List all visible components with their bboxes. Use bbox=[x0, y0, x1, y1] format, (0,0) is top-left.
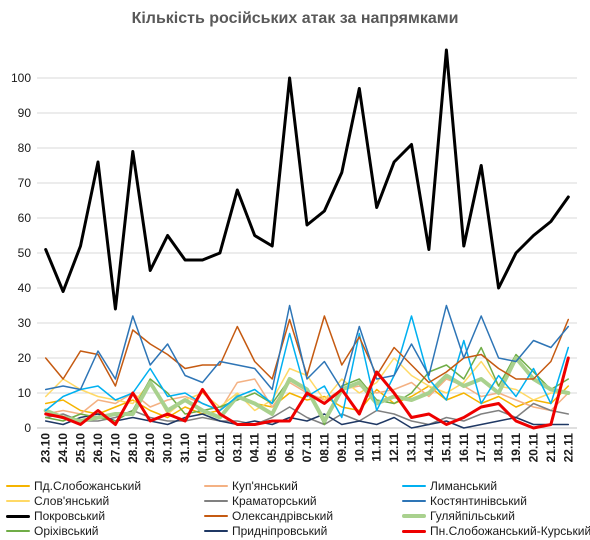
x-tick-label: 11.11 bbox=[370, 433, 384, 462]
y-tick-label: 0 bbox=[24, 421, 31, 435]
x-tick-label: 04.11 bbox=[248, 433, 262, 463]
x-tick-label: 05.11 bbox=[265, 433, 279, 463]
legend-swatch bbox=[402, 514, 426, 518]
x-tick-label: 26.10 bbox=[91, 433, 105, 463]
legend-swatch bbox=[402, 529, 426, 533]
y-tick-label: 70 bbox=[18, 176, 32, 190]
x-tick-label: 22.11 bbox=[561, 433, 575, 463]
legend-label: Пд.Слобожанський bbox=[34, 479, 142, 493]
legend-label: Слов'янський bbox=[34, 494, 110, 508]
x-tick-label: 20.11 bbox=[526, 433, 540, 463]
legend-item: Куп'янський bbox=[204, 478, 298, 494]
x-tick-label: 08.11 bbox=[317, 433, 331, 463]
legend-swatch bbox=[204, 530, 228, 532]
x-tick-label: 03.11 bbox=[230, 433, 244, 463]
legend-label: Олександрівський bbox=[232, 509, 334, 523]
legend-label: Оріхівський bbox=[34, 524, 99, 538]
legend-label: Костянтинівський bbox=[430, 494, 527, 508]
x-tick-label: 14.11 bbox=[422, 433, 436, 463]
y-tick-label: 60 bbox=[18, 211, 32, 225]
x-tick-label: 29.10 bbox=[143, 433, 157, 463]
legend-swatch bbox=[402, 485, 426, 487]
y-tick-label: 30 bbox=[18, 316, 32, 330]
legend-item: Костянтинівський bbox=[402, 493, 527, 509]
legend-swatch bbox=[6, 500, 30, 502]
legend-swatch bbox=[204, 500, 228, 502]
series-line-5 bbox=[44, 304, 570, 391]
x-tick-label: 13.11 bbox=[405, 433, 419, 463]
x-tick-label: 01.11 bbox=[195, 433, 209, 463]
legend-label: Лиманський bbox=[430, 479, 498, 493]
x-tick-label: 27.10 bbox=[108, 433, 122, 463]
legend-item: Лиманський bbox=[402, 478, 497, 494]
series-line-7 bbox=[44, 315, 570, 387]
x-axis-ticks: 23.10 24.10 25.10 26.10 27.10 28.10 29.10 30.10… bbox=[39, 433, 576, 463]
legend-swatch bbox=[204, 485, 228, 487]
legend-item: Олександрівський bbox=[204, 508, 333, 524]
legend-item: Краматорський bbox=[204, 493, 317, 509]
x-tick-label: 19.11 bbox=[509, 433, 523, 463]
x-tick-label: 16.11 bbox=[457, 433, 471, 463]
y-tick-label: 40 bbox=[18, 281, 32, 295]
legend-label: Краматорський bbox=[232, 494, 317, 508]
y-tick-label: 50 bbox=[18, 246, 32, 260]
y-tick-label: 10 bbox=[18, 386, 32, 400]
y-axis-ticks: 0 10 20 30 40 50 60 70 80 90 100 bbox=[11, 71, 31, 435]
legend-label: Куп'янський bbox=[232, 479, 298, 493]
x-tick-label: 07.11 bbox=[300, 433, 314, 463]
legend-label: Покровський bbox=[34, 509, 106, 523]
x-tick-label: 10.11 bbox=[352, 433, 366, 463]
series-line-10 bbox=[44, 413, 570, 429]
legend-swatch bbox=[6, 485, 30, 487]
legend-item: Слов'янський bbox=[6, 493, 109, 509]
series-line-8 bbox=[43, 356, 571, 423]
gridlines bbox=[37, 77, 577, 394]
x-tick-label: 28.10 bbox=[126, 433, 140, 463]
legend-label: Пн.Слобожанський-Курський bbox=[430, 524, 590, 538]
x-tick-label: 12.11 bbox=[387, 433, 401, 463]
x-tick-label: 24.10 bbox=[56, 433, 70, 463]
x-tick-label: 15.11 bbox=[439, 433, 453, 463]
legend-item: Пн.Слобожанський-Курський bbox=[402, 523, 590, 539]
series-line-6 bbox=[44, 48, 570, 311]
y-tick-label: 20 bbox=[18, 351, 32, 365]
x-tick-label: 18.11 bbox=[492, 433, 506, 463]
legend-swatch bbox=[6, 530, 30, 532]
legend-swatch bbox=[6, 514, 30, 518]
legend-label: Придніпровський bbox=[232, 524, 328, 538]
legend-item: Гуляйпільський bbox=[402, 508, 515, 524]
x-tick-label: 09.11 bbox=[335, 433, 349, 463]
series-lines bbox=[43, 48, 571, 430]
x-tick-label: 31.10 bbox=[178, 433, 192, 463]
x-tick-label: 21.11 bbox=[544, 433, 558, 463]
x-tick-label: 30.10 bbox=[161, 433, 175, 463]
legend-item: Оріхівський bbox=[6, 523, 99, 539]
x-tick-label: 25.10 bbox=[74, 433, 88, 463]
legend-swatch bbox=[204, 515, 228, 517]
legend-swatch bbox=[402, 500, 426, 502]
x-tick-label: 23.10 bbox=[39, 433, 53, 463]
series-line-11 bbox=[44, 356, 570, 430]
x-tick-label: 06.11 bbox=[283, 433, 297, 463]
y-tick-label: 90 bbox=[18, 106, 32, 120]
x-tick-label: 02.11 bbox=[213, 433, 227, 463]
y-tick-label: 80 bbox=[18, 141, 32, 155]
legend-item: Придніпровський bbox=[204, 523, 327, 539]
x-tick-label: 17.11 bbox=[474, 433, 488, 463]
legend-label: Гуляйпільський bbox=[430, 509, 515, 523]
y-tick-label: 100 bbox=[11, 71, 31, 85]
legend-item: Пд.Слобожанський bbox=[6, 478, 141, 494]
legend-item: Покровський bbox=[6, 508, 105, 524]
chart-title: Кількість російських атак за напрямками bbox=[131, 10, 459, 27]
